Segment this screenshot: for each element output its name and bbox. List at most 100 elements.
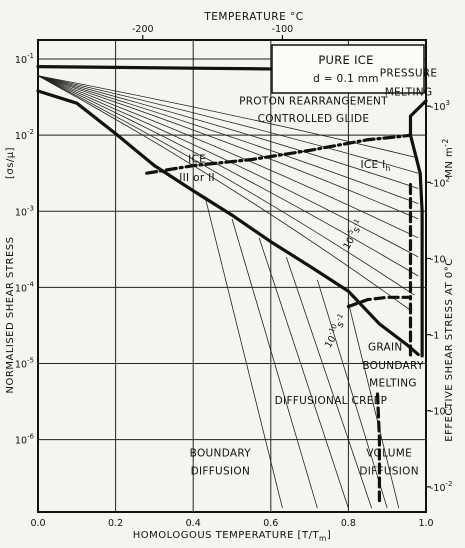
strain-rate-unit-0: s (351, 225, 363, 235)
legend-box-frame (271, 44, 425, 94)
region-label-1: MELTING (385, 87, 433, 99)
strain-contour-3 (37, 75, 419, 205)
x-tick-label-3: 0.6 (263, 518, 278, 529)
right-tick-exp-1: 2 (446, 175, 450, 183)
field-boundaries (36, 65, 428, 503)
strain-rate-contours (37, 75, 419, 509)
boundary-line-5 (346, 295, 413, 358)
y-tick-base-5: 10 (15, 436, 27, 447)
region-label-8: BOUNDARY (362, 360, 424, 372)
x-tick-label-0: 0.0 (30, 518, 45, 529)
region-label-text-8: BOUNDARY (362, 360, 424, 372)
region-label-11: BOUNDARY (190, 447, 252, 459)
y-tick-exp-1: -2 (27, 128, 34, 136)
diffusion-contour-5 (348, 302, 400, 509)
right-tick-labels: -103-102-10-1-10-1-10-2 (426, 99, 453, 494)
y-axis-title-group: NORMALISED SHEAR STRESS [σs/μ] (5, 147, 16, 394)
y-tick-exp-2: -3 (27, 204, 34, 212)
right-tick-base-2: -10 (430, 254, 446, 265)
y-axis-title: NORMALISED SHEAR STRESS (5, 237, 16, 394)
region-label-5: ICE (188, 154, 206, 166)
strain-contour-5 (37, 75, 419, 239)
strain-rate-label-0: 10-5s-1 (339, 217, 367, 251)
strain-rate-unit-exp-1: -1 (335, 312, 345, 322)
right-tick-exp-5: -2 (446, 480, 453, 488)
x-tick-label-1: 0.2 (108, 518, 123, 529)
top-tick-label-1: -100 (272, 24, 294, 35)
region-label-text-3: CONTROLLED GLIDE (258, 113, 370, 125)
region-label-text-13: VOLUME (366, 447, 412, 459)
y-right-unit-group: MN m-2 (441, 138, 455, 178)
region-label-text-7: GRAIN (368, 342, 403, 354)
right-tick-base-5: -10 (430, 483, 446, 494)
region-label-4: ICE Ih (361, 159, 391, 173)
boundary-line-3 (408, 99, 428, 137)
diffusion-contour-2 (258, 237, 349, 509)
region-label-6: III or II (179, 172, 215, 184)
strain-rate-unit-exp-0: -1 (351, 217, 361, 227)
x-axis-title-main: HOMOLOGOUS TEMPERATURE [T/T (133, 530, 320, 541)
y-right-axis-unit-main: MN m (444, 147, 455, 178)
y-tick-labels: 10-110-210-310-410-510-6 (15, 52, 35, 447)
x-top-axis-title: TEMPERATURE °C (203, 11, 303, 23)
x-axis-title: HOMOLOGOUS TEMPERATURE [T/Tm] (133, 530, 332, 543)
right-tick-label-2: -10 (430, 254, 446, 265)
region-label-text-1: MELTING (385, 87, 433, 99)
strain-rate-exp-0: -5 (345, 228, 355, 238)
region-label-text-12: DIFFUSION (191, 466, 251, 478)
right-tick-label-5: -10-2 (430, 480, 453, 494)
y-tick-label-1: 10-2 (15, 128, 34, 142)
strain-contour-0 (37, 75, 419, 159)
right-tick-label-0: -103 (430, 99, 450, 113)
x-axis-title-tail: ] (327, 530, 331, 541)
region-label-14: DIFFUSION (359, 466, 419, 478)
region-label-3: CONTROLLED GLIDE (258, 113, 370, 125)
right-tick-exp-4: -1 (446, 404, 453, 412)
y-tick-exp-3: -4 (27, 280, 35, 288)
strain-rate-labels: 10-5s-110-10s-1 (323, 217, 367, 349)
strain-contour-4 (37, 75, 419, 220)
y-tick-base-0: 10 (15, 55, 27, 66)
right-tick-base-0: -10 (430, 102, 446, 113)
region-label-9: MELTING (369, 377, 417, 389)
diffusion-contour-1 (231, 218, 318, 509)
y-right-axis-title-group: EFFECTIVE SHEAR STRESS AT 0°C (444, 258, 455, 441)
y-tick-base-4: 10 (15, 360, 27, 371)
x-tick-label-4: 0.8 (341, 518, 356, 529)
region-label-text-0: PRESSURE (380, 68, 438, 80)
boundary-line-7 (375, 392, 382, 503)
region-label-0: PRESSURE (380, 68, 438, 80)
strain-contour-2 (37, 75, 419, 189)
plot-frame (37, 39, 427, 513)
y-right-axis-unit: MN m-2 (441, 138, 455, 178)
strain-contour-7 (37, 75, 419, 277)
x-tick-label-2: 0.4 (186, 518, 201, 529)
right-tick-label-1: -102 (430, 175, 450, 189)
region-label-sub-4: h (386, 164, 391, 173)
y-tick-label-5: 10-6 (15, 433, 35, 447)
region-label-text-10: DIFFUSIONAL CREEP (275, 395, 388, 407)
region-label-7: GRAIN (368, 342, 403, 354)
y-right-axis-unit-exp: -2 (441, 138, 450, 146)
y-tick-base-1: 10 (15, 131, 27, 142)
region-label-text-5: ICE (188, 154, 206, 166)
boundary-line-2 (145, 133, 413, 175)
y-tick-label-0: 10-1 (15, 52, 34, 66)
y-right-axis-title: EFFECTIVE SHEAR STRESS AT 0°C (444, 258, 455, 441)
y-tick-base-3: 10 (15, 283, 27, 294)
right-tick-base-1: -10 (430, 178, 446, 189)
x-axis-title-sub: m (319, 534, 327, 543)
strain-contour-9 (37, 75, 411, 311)
region-label-10: DIFFUSIONAL CREEP (275, 395, 388, 407)
y-tick-label-3: 10-4 (15, 280, 35, 294)
region-label-text-11: BOUNDARY (190, 447, 252, 459)
region-label-text-2: PROTON REARRANGEMENT (239, 96, 388, 108)
right-tick-label-4: -10-1 (430, 404, 453, 418)
right-tick-label-3: -1 (430, 331, 439, 342)
top-tick-labels: -200 -100 (132, 24, 293, 40)
y-tick-exp-5: -6 (27, 433, 35, 441)
boundary-line-1 (36, 89, 420, 357)
region-label-text-9: MELTING (369, 377, 417, 389)
